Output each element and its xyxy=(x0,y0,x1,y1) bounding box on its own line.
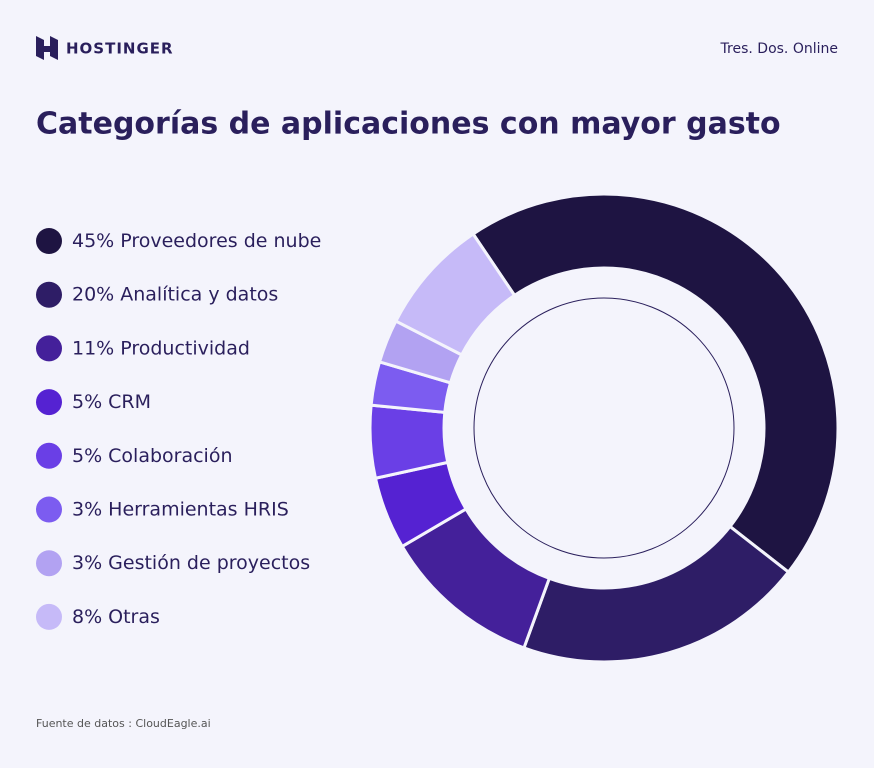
partner: Tres. Dos. Online xyxy=(720,41,838,57)
legend-name: Herramientas HRIS xyxy=(108,498,289,520)
legend-label: 3% Gestión de proyectos xyxy=(72,552,310,574)
legend-name: Otras xyxy=(108,605,160,627)
legend-value: 45% xyxy=(72,230,114,252)
legend-name: Analítica y datos xyxy=(120,283,278,305)
chart-title: Categorías de aplicaciones con mayor gas… xyxy=(36,107,781,142)
legend-label: 5% Colaboración xyxy=(72,444,233,466)
legend-value: 8% xyxy=(72,605,102,627)
legend-label: 11% Productividad xyxy=(72,337,250,359)
legend-value: 3% xyxy=(72,552,102,574)
legend-label: 8% Otras xyxy=(72,605,160,627)
legend-label: 5% CRM xyxy=(72,391,151,413)
legend-name: Gestión de proyectos xyxy=(108,552,310,574)
logo xyxy=(36,36,58,60)
legend-label: 45% Proveedores de nube xyxy=(72,230,321,252)
legend-swatch xyxy=(36,550,62,577)
legend-value: 20% xyxy=(72,283,114,305)
source: Fuente de datos : CloudEagle.ai xyxy=(36,717,211,730)
legend-swatch xyxy=(36,442,62,469)
inner-ring xyxy=(473,297,735,559)
legend-name: Proveedores de nube xyxy=(120,230,321,252)
legend-swatch xyxy=(36,281,62,308)
legend-label: 3% Herramientas HRIS xyxy=(72,498,289,520)
legend-value: 5% xyxy=(72,391,102,413)
donut-segment xyxy=(393,231,517,357)
legend-swatch xyxy=(36,228,62,254)
legend-swatch xyxy=(36,389,62,416)
legend-value: 11% xyxy=(72,337,114,359)
legend-swatch xyxy=(36,335,62,362)
legend-value: 5% xyxy=(72,444,102,466)
legend-name: CRM xyxy=(108,391,151,413)
legend-value: 3% xyxy=(72,498,102,520)
legend-label: 20% Analítica y datos xyxy=(72,283,278,305)
legend-name: Productividad xyxy=(120,337,250,359)
legend-swatch xyxy=(36,496,62,523)
brand: HOSTINGER xyxy=(66,40,174,58)
legend-swatch xyxy=(36,603,62,630)
donut-segment xyxy=(471,192,840,575)
legend-name: Colaboración xyxy=(108,444,232,466)
